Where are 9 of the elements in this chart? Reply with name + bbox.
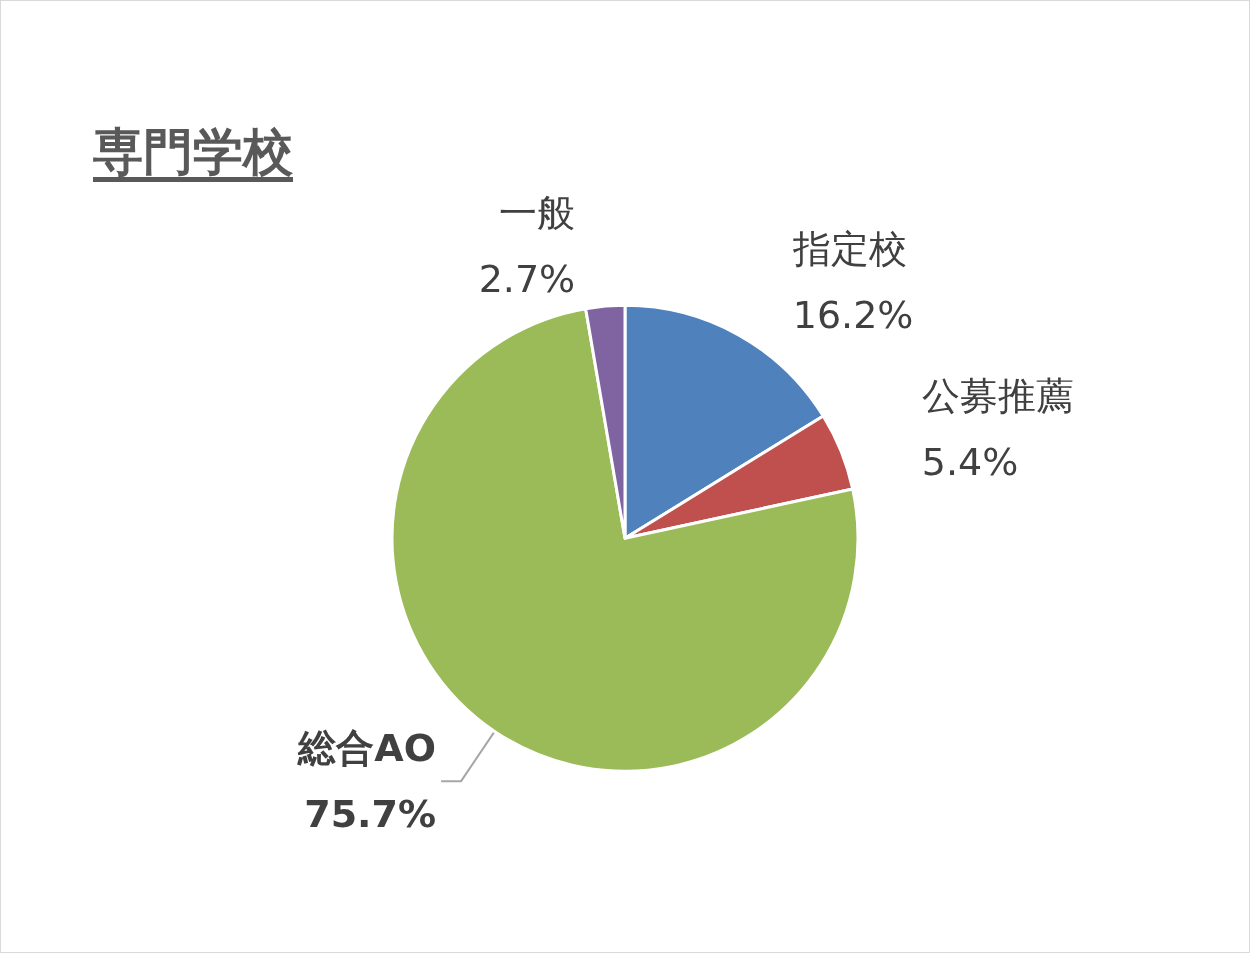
chart-title: 専門学校 [93, 122, 293, 183]
slice-label: 指定校 [791, 227, 907, 272]
data-label: 2.7% [478, 257, 576, 302]
slice-label: 総合AO [297, 726, 437, 771]
slice-label: 公募推薦 [921, 373, 1074, 418]
data-label: 5.4% [921, 439, 1019, 484]
slice-label: 一般 [499, 191, 576, 236]
data-label: 16.2% [792, 293, 914, 338]
data-label: 75.7% [304, 792, 437, 837]
